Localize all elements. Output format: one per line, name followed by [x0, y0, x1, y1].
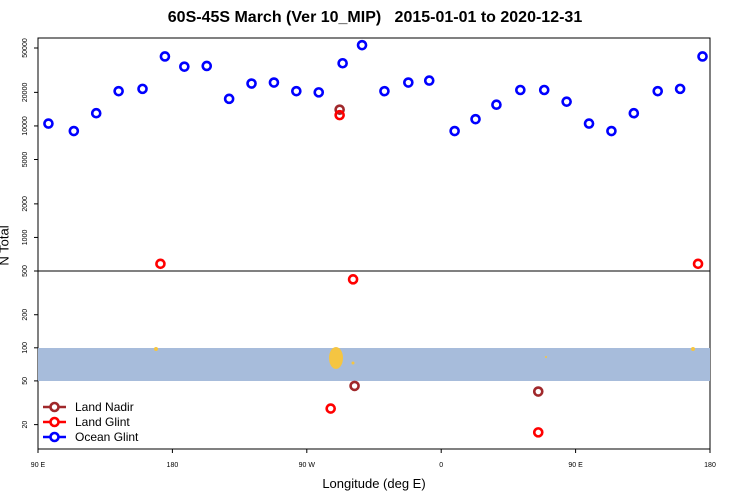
land-glint-point [325, 403, 336, 414]
legend-marker [49, 416, 60, 428]
ocean-glint-point [674, 83, 686, 95]
y-tick-label: 2000 [22, 196, 29, 212]
y-tick-label: 20 [22, 421, 29, 429]
land-glint-point [347, 274, 359, 285]
y-tick-label: 50 [22, 377, 29, 385]
land-nadir-point [334, 104, 345, 115]
plot-frame [37, 37, 711, 450]
ocean-glint-point [179, 61, 190, 72]
x-tick-label: 180 [167, 462, 179, 469]
ocean-glint-point [43, 118, 54, 129]
y-tick-label: 1000 [22, 230, 29, 246]
land-patch [329, 347, 343, 369]
ocean-glint-point [515, 84, 526, 96]
land-patch [691, 347, 695, 351]
ocean-band [38, 348, 710, 381]
ocean-glint-point [356, 39, 368, 51]
x-tick-label: 90 E [31, 462, 46, 469]
land-patch [351, 361, 355, 365]
land-glint-point [155, 258, 166, 270]
ocean-glint-point [113, 85, 124, 97]
legend-label: Ocean Glint [75, 430, 139, 444]
x-tick-label: 0 [439, 462, 443, 469]
ocean-glint-point [313, 87, 325, 98]
land-glint-point [334, 109, 345, 121]
legend-label: Land Glint [75, 415, 130, 429]
ocean-glint-point [201, 60, 213, 72]
ocean-glint-point [697, 51, 708, 62]
ocean-glint-point [223, 93, 235, 105]
x-axis-label: Longitude (deg E) [322, 476, 426, 491]
y-tick-label: 500 [22, 265, 29, 277]
land-nadir-point [532, 386, 544, 397]
legend-marker [49, 401, 60, 413]
ocean-glint-point [652, 85, 664, 97]
y-tick-label: 5000 [22, 152, 29, 168]
ocean-glint-point [583, 118, 595, 129]
y-tick-label: 100 [22, 342, 29, 354]
x-tick-label: 90 E [568, 462, 583, 469]
ocean-glint-point [90, 107, 102, 119]
ocean-glint-point [491, 99, 502, 111]
chart-title: 60S-45S March (Ver 10_MIP) 2015-01-01 to… [167, 9, 583, 26]
ocean-glint-point [606, 125, 617, 137]
ocean-glint-point [403, 77, 414, 88]
land-glint-point [692, 258, 704, 270]
ocean-glint-point [423, 75, 435, 86]
legend-marker [49, 431, 60, 443]
y-tick-label: 20000 [22, 83, 29, 103]
ocean-glint-point [337, 57, 348, 69]
land-patch [545, 356, 547, 358]
y-axis-label: N Total [0, 225, 12, 265]
y-tick-label: 200 [22, 309, 29, 321]
y-tick-label: 10000 [22, 116, 29, 136]
land-patch [154, 347, 158, 351]
ocean-glint-point [159, 51, 171, 62]
legend-label: Land Nadir [75, 400, 134, 414]
ocean-glint-point [470, 113, 481, 125]
ocean-glint-point [561, 96, 572, 107]
ocean-glint-point [628, 107, 640, 119]
ocean-glint-point [268, 77, 280, 88]
ocean-glint-point [449, 125, 460, 137]
land-glint-point [532, 427, 544, 438]
ocean-glint-point [538, 84, 550, 96]
x-tick-label: 90 W [299, 462, 316, 469]
land-patches [154, 347, 695, 369]
ocean-glint-point [379, 85, 390, 97]
ocean-glint-point [246, 78, 257, 89]
x-tick-label: 180 [704, 462, 716, 469]
ocean-glint-point [291, 85, 302, 97]
land-nadir-point [349, 380, 360, 392]
ocean-glint-point [137, 83, 148, 95]
ocean-glint-point [68, 125, 80, 137]
y-tick-label: 50000 [22, 38, 29, 58]
